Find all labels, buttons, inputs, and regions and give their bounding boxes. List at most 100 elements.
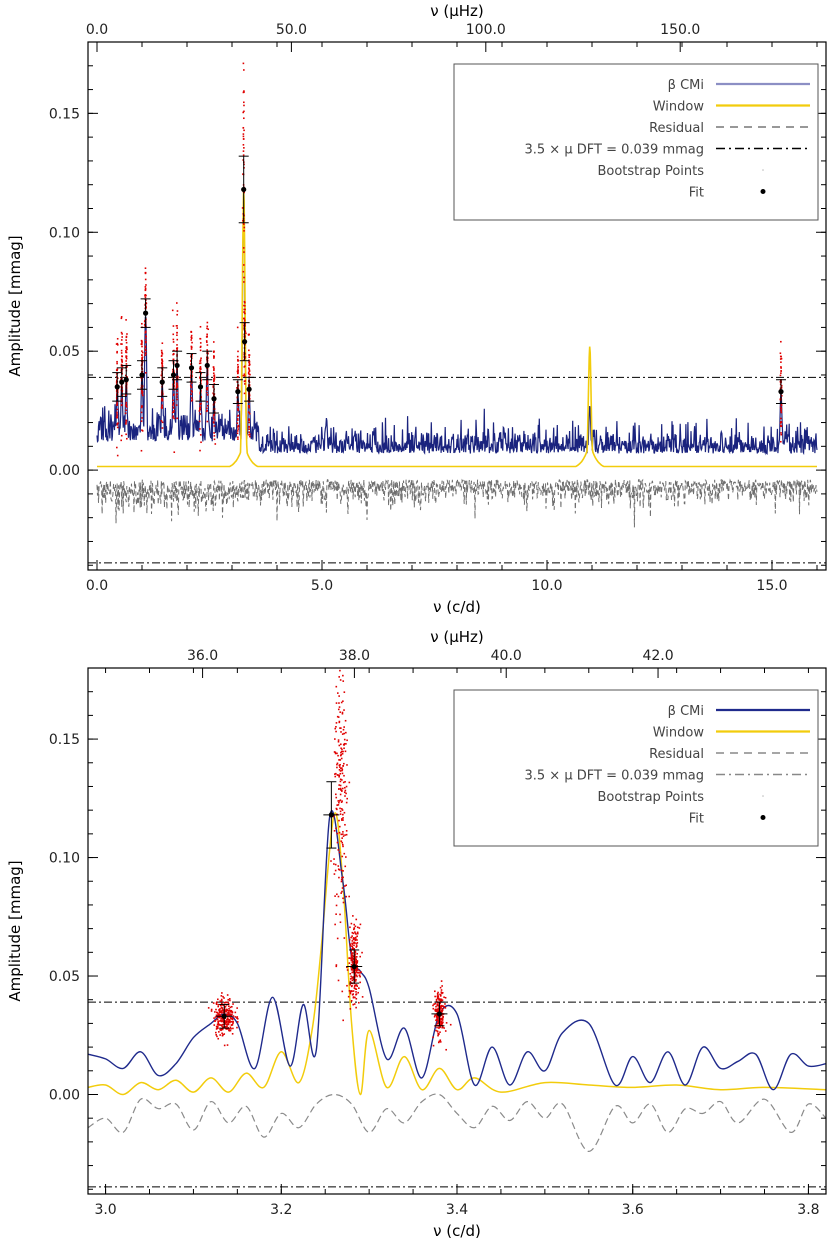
- bootstrap-point: [141, 430, 144, 432]
- bootstrap-point: [200, 380, 202, 382]
- bootstrap-point: [236, 1007, 238, 1009]
- bootstrap-point: [340, 892, 342, 894]
- bootstrap-point: [341, 855, 344, 858]
- bootstrap-point: [344, 823, 346, 826]
- bootstrap-point: [227, 1023, 230, 1026]
- bootstrap-point: [352, 932, 355, 935]
- bootstrap-point: [339, 921, 342, 924]
- bootstrap-point: [437, 1041, 440, 1044]
- bootstrap-point: [200, 441, 202, 444]
- bootstrap-point: [221, 1032, 223, 1035]
- bootstrap-point: [243, 26, 245, 28]
- bootstrap-point: [340, 880, 343, 883]
- bootstrap-point: [340, 731, 342, 733]
- bootstrap-point: [349, 980, 352, 983]
- fit-marker: [211, 396, 217, 402]
- legend-label: β CMi: [668, 78, 704, 93]
- bootstrap-point: [337, 800, 340, 802]
- bootstrap-point: [206, 387, 208, 389]
- bootstrap-point: [141, 417, 143, 419]
- bootstrap-point: [242, 30, 244, 32]
- bootstrap-point: [343, 774, 345, 777]
- top-plot-area: [88, 26, 826, 564]
- bootstrap-point: [116, 423, 119, 425]
- bottom-legend: β CMi Window Residual 3.5 × μ DFT = 0.039 m…: [453, 689, 819, 847]
- bootstrap-point: [353, 927, 356, 930]
- bootstrap-point: [341, 787, 344, 790]
- bootstrap-point: [339, 793, 342, 796]
- bootstrap-point: [206, 344, 209, 346]
- bootstrap-point: [335, 965, 338, 968]
- bootstrap-point: [335, 702, 338, 704]
- bootstrap-point: [173, 409, 175, 412]
- bootstrap-point: [340, 753, 342, 756]
- bootstrap-point: [190, 337, 193, 340]
- bootstrap-point: [341, 712, 344, 715]
- legend-entry: Window: [653, 726, 810, 741]
- bootstrap-point: [210, 1010, 213, 1012]
- bootstrap-point: [237, 438, 239, 440]
- bootstrap-point: [335, 772, 337, 775]
- bootstrap-point: [351, 952, 353, 955]
- bootstrap-point: [243, 366, 246, 368]
- bootstrap-point: [337, 716, 340, 718]
- bootstrap-point: [343, 604, 345, 606]
- bootstrap-point: [243, 147, 245, 149]
- bootstrap-point: [336, 804, 339, 806]
- fit-point: [186, 353, 197, 383]
- bootstrap-point: [116, 351, 118, 354]
- bootstrap-point: [243, 319, 246, 321]
- bootstrap-point: [220, 1011, 222, 1014]
- bootstrap-point: [144, 352, 147, 354]
- bootstrap-point: [341, 748, 343, 751]
- bootstrap-point: [438, 1040, 441, 1043]
- bootstrap-point: [338, 800, 341, 802]
- bootstrap-point: [213, 418, 216, 421]
- bootstrap-point: [141, 358, 143, 360]
- bootstrap-point: [227, 1011, 229, 1014]
- bootstrap-point: [338, 759, 340, 761]
- bootstrap-point: [341, 790, 343, 792]
- bootstrap-point: [442, 1021, 444, 1024]
- bootstrap-point: [248, 370, 251, 372]
- bootstrap-point: [243, 317, 246, 320]
- bootstrap-point: [205, 336, 208, 338]
- top-x-tick-label: 38.0: [339, 648, 370, 664]
- bootstrap-point: [176, 344, 178, 346]
- bootstrap-point: [780, 384, 783, 387]
- fit-point: [121, 364, 132, 395]
- bootstrap-point: [125, 357, 128, 360]
- bootstrap-point: [351, 993, 354, 996]
- bootstrap-point: [206, 404, 209, 407]
- bootstrap-point: [172, 368, 174, 371]
- fit-point: [232, 379, 243, 405]
- bootstrap-point: [144, 346, 147, 349]
- bootstrap-point: [437, 1021, 440, 1024]
- bootstrap-point: [224, 1020, 226, 1022]
- bootstrap-point: [333, 640, 335, 642]
- bootstrap-point: [140, 406, 143, 409]
- bootstrap-point: [349, 1008, 352, 1010]
- bootstrap-point: [141, 350, 143, 352]
- bootstrap-point: [351, 945, 353, 947]
- bootstrap-point: [248, 361, 250, 363]
- bootstrap-point: [351, 948, 353, 950]
- bootstrap-point: [349, 973, 352, 975]
- bootstrap-point: [348, 990, 351, 992]
- bootstrap-point: [221, 1009, 224, 1011]
- bootstrap-point: [343, 726, 345, 728]
- bootstrap-point: [347, 995, 350, 998]
- bootstrap-point: [191, 399, 194, 401]
- bootstrap-point: [172, 388, 175, 391]
- bootstrap-point: [351, 967, 353, 969]
- bottom-bootstrap-cloud: [432, 980, 452, 1051]
- bootstrap-point: [236, 326, 239, 329]
- bootstrap-point: [224, 1022, 227, 1025]
- bootstrap-point: [353, 987, 356, 989]
- bootstrap-point: [125, 346, 128, 349]
- bootstrap-point: [206, 420, 209, 423]
- bootstrap-point: [190, 345, 193, 348]
- bootstrap-point: [338, 775, 340, 778]
- bootstrap-point: [780, 433, 783, 436]
- bootstrap-point: [339, 763, 341, 766]
